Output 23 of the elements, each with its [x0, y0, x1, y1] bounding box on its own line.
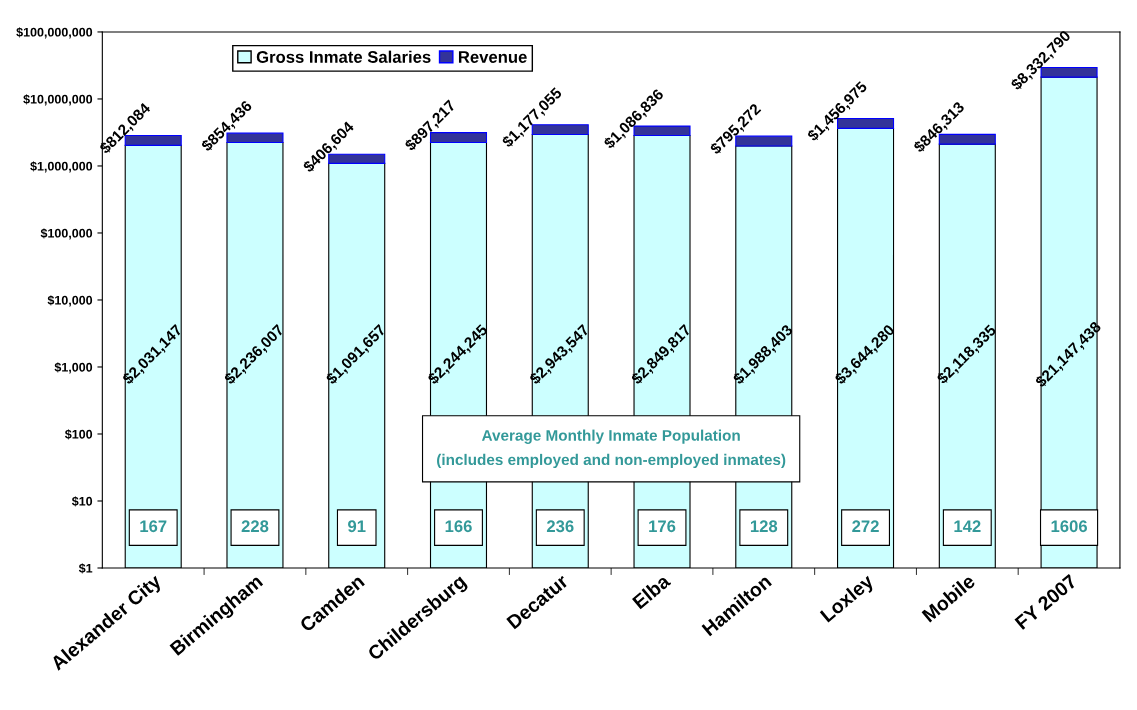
annotation: 167 [140, 520, 167, 533]
legend-label: Revenue [458, 51, 527, 63]
y-tick-label: $10 [71, 496, 93, 507]
annotation: 236 [546, 520, 574, 533]
annotation: 1606 [1051, 520, 1087, 533]
annotation: 142 [954, 520, 981, 532]
y-tick-label: $100,000,000 [16, 27, 93, 39]
y-tick-label: $100,000 [40, 228, 93, 240]
annotation: Average Monthly Inmate Population (includes employed and non-employed inmates) [437, 429, 786, 469]
annotation: 166 [445, 520, 472, 533]
annotation: 128 [750, 520, 778, 533]
y-tick-label: $1,000 [54, 362, 93, 374]
y-tick-label: $1,000,000 [30, 161, 93, 173]
annotation: 272 [852, 520, 879, 532]
annotation: 91 [348, 520, 366, 533]
y-tick-label: $1 [78, 563, 93, 574]
y-tick-label: $100 [64, 429, 93, 440]
y-tick-label: $10,000 [47, 295, 93, 307]
x-tick-label: Elba [631, 572, 672, 610]
annotation: 228 [241, 520, 269, 533]
y-tick-label: $10,000,000 [23, 94, 93, 106]
legend-label: Gross Inmate Salaries [256, 50, 431, 63]
annotation: 176 [649, 520, 676, 533]
